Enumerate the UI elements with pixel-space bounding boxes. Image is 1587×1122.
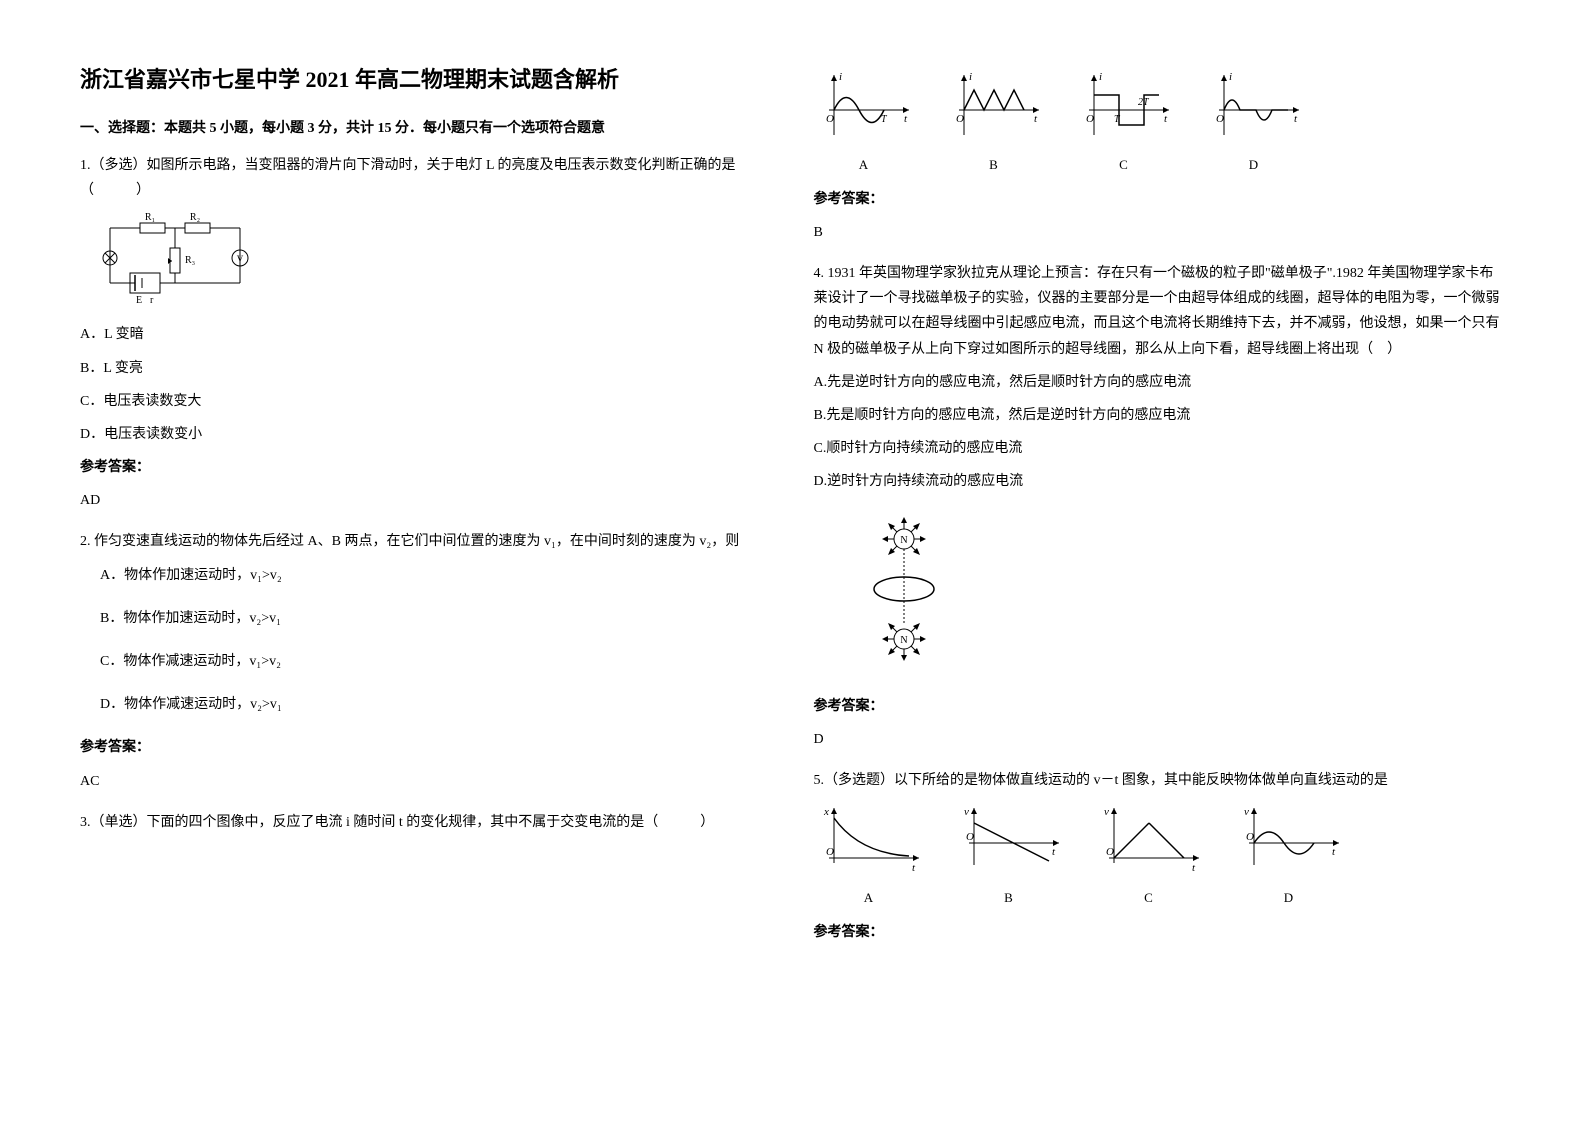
- q4-option-c: C.顺时针方向持续流动的感应电流: [814, 436, 1508, 461]
- q5-graphs: x t O A v t O: [814, 803, 1508, 910]
- svg-text:O: O: [966, 831, 974, 843]
- svg-text:R₃: R₃: [185, 255, 195, 266]
- q1-text: 1.（多选）如图所示电路，当变阻器的滑片向下滑动时，关于电灯 L 的亮度及电压表…: [80, 153, 774, 203]
- page-title: 浙江省嘉兴市七星中学 2021 年高二物理期末试题含解析: [80, 60, 774, 100]
- q5-label-b: B: [954, 886, 1064, 909]
- svg-text:i: i: [1229, 71, 1232, 83]
- q4-text: 4. 1931 年英国物理学家狄拉克从理论上预言：存在只有一个磁极的粒子即"磁单…: [814, 261, 1508, 362]
- q4-option-b: B.先是顺时针方向的感应电流，然后是逆时针方向的感应电流: [814, 403, 1508, 428]
- svg-text:T: T: [1114, 114, 1121, 125]
- q1-answer-label: 参考答案：: [80, 455, 774, 480]
- svg-text:v: v: [1244, 806, 1249, 818]
- svg-text:O: O: [1246, 831, 1254, 843]
- q1-option-a: A．L 变暗: [80, 322, 774, 347]
- q3-answer-label: 参考答案：: [814, 187, 1508, 212]
- q5-graph-c: v t O C: [1094, 803, 1204, 910]
- svg-text:O: O: [956, 113, 964, 125]
- q3-graph-c: i t O T 2T C: [1074, 70, 1174, 177]
- q3-graph-b: i t O B: [944, 70, 1044, 177]
- q3-graph-a: i t O T A: [814, 70, 914, 177]
- q4-option-d: D.逆时针方向持续流动的感应电流: [814, 469, 1508, 494]
- q5-graph-a: x t O A: [814, 803, 924, 910]
- q4-option-a: A.先是逆时针方向的感应电流，然后是顺时针方向的感应电流: [814, 370, 1508, 395]
- q5-graph-b: v t O B: [954, 803, 1064, 910]
- q4-answer: D: [814, 727, 1508, 752]
- q2-option-a: A．物体作加速运动时，v₁>v₂: [100, 563, 774, 588]
- svg-text:t: t: [1052, 846, 1056, 858]
- svg-text:T: T: [881, 114, 888, 125]
- svg-text:i: i: [1099, 71, 1102, 83]
- svg-text:x: x: [823, 806, 829, 818]
- svg-text:r: r: [150, 295, 154, 303]
- q3-text: 3.（单选）下面的四个图像中，反应了电流 i 随时间 t 的变化规律，其中不属于…: [80, 810, 774, 835]
- q3-graphs: i t O T A i t O: [814, 70, 1508, 177]
- svg-text:i: i: [839, 71, 842, 83]
- svg-text:2T: 2T: [1138, 97, 1150, 108]
- svg-text:E: E: [136, 295, 142, 303]
- monopole-diagram: N: [814, 514, 1508, 673]
- q3-label-d: D: [1204, 153, 1304, 176]
- svg-text:t: t: [1164, 113, 1168, 125]
- q2-answer-label: 参考答案：: [80, 735, 774, 760]
- question-5: 5.（多选题）以下所给的是物体做直线运动的 v－t 图象，其中能反映物体做单向直…: [814, 768, 1508, 945]
- svg-text:v: v: [964, 806, 969, 818]
- q3-answer: B: [814, 220, 1508, 245]
- svg-text:v: v: [1104, 806, 1109, 818]
- q5-text: 5.（多选题）以下所给的是物体做直线运动的 v－t 图象，其中能反映物体做单向直…: [814, 768, 1508, 793]
- q3-label-c: C: [1074, 153, 1174, 176]
- svg-text:O: O: [1106, 846, 1114, 858]
- q1-answer: AD: [80, 488, 774, 513]
- q5-label-c: C: [1094, 886, 1204, 909]
- q5-graph-d: v t O D: [1234, 803, 1344, 910]
- q1-option-b: B．L 变亮: [80, 356, 774, 381]
- q2-option-d: D．物体作减速运动时，v₂>v₁: [100, 692, 774, 717]
- svg-text:V: V: [237, 254, 244, 264]
- svg-text:t: t: [1192, 862, 1196, 873]
- q4-answer-label: 参考答案：: [814, 694, 1508, 719]
- question-3: 3.（单选）下面的四个图像中，反应了电流 i 随时间 t 的变化规律，其中不属于…: [80, 810, 774, 835]
- svg-text:t: t: [1294, 113, 1298, 125]
- q2-text: 2. 作匀变速直线运动的物体先后经过 A、B 两点，在它们中间位置的速度为 v₁…: [80, 529, 774, 554]
- question-1: 1.（多选）如图所示电路，当变阻器的滑片向下滑动时，关于电灯 L 的亮度及电压表…: [80, 153, 774, 514]
- circuit-diagram: R₁ R₂ L: [100, 213, 774, 312]
- svg-text:i: i: [969, 71, 972, 83]
- svg-text:t: t: [912, 862, 916, 873]
- svg-text:R₂: R₂: [190, 213, 200, 223]
- q3-label-b: B: [944, 153, 1044, 176]
- q5-label-a: A: [814, 886, 924, 909]
- q2-answer: AC: [80, 769, 774, 794]
- svg-text:t: t: [904, 113, 908, 125]
- q3-label-a: A: [814, 153, 914, 176]
- section-header: 一、选择题：本题共 5 小题，每小题 3 分，共计 15 分．每小题只有一个选项…: [80, 116, 774, 141]
- svg-text:t: t: [1332, 846, 1336, 858]
- svg-text:O: O: [1216, 113, 1224, 125]
- svg-text:N: N: [900, 535, 907, 546]
- question-4: 4. 1931 年英国物理学家狄拉克从理论上预言：存在只有一个磁极的粒子即"磁单…: [814, 261, 1508, 752]
- svg-text:R₁: R₁: [145, 213, 155, 223]
- svg-text:O: O: [826, 113, 834, 125]
- svg-text:O: O: [826, 846, 834, 858]
- svg-text:O: O: [1086, 113, 1094, 125]
- q1-option-d: D．电压表读数变小: [80, 422, 774, 447]
- svg-text:N: N: [900, 635, 907, 646]
- question-2: 2. 作匀变速直线运动的物体先后经过 A、B 两点，在它们中间位置的速度为 v₁…: [80, 529, 774, 793]
- svg-text:t: t: [1034, 113, 1038, 125]
- q2-option-b: B．物体作加速运动时，v₂>v₁: [100, 606, 774, 631]
- q1-option-c: C．电压表读数变大: [80, 389, 774, 414]
- q5-label-d: D: [1234, 886, 1344, 909]
- q5-answer-label: 参考答案：: [814, 920, 1508, 945]
- q3-graph-d: i t O D: [1204, 70, 1304, 177]
- q2-option-c: C．物体作减速运动时，v₁>v₂: [100, 649, 774, 674]
